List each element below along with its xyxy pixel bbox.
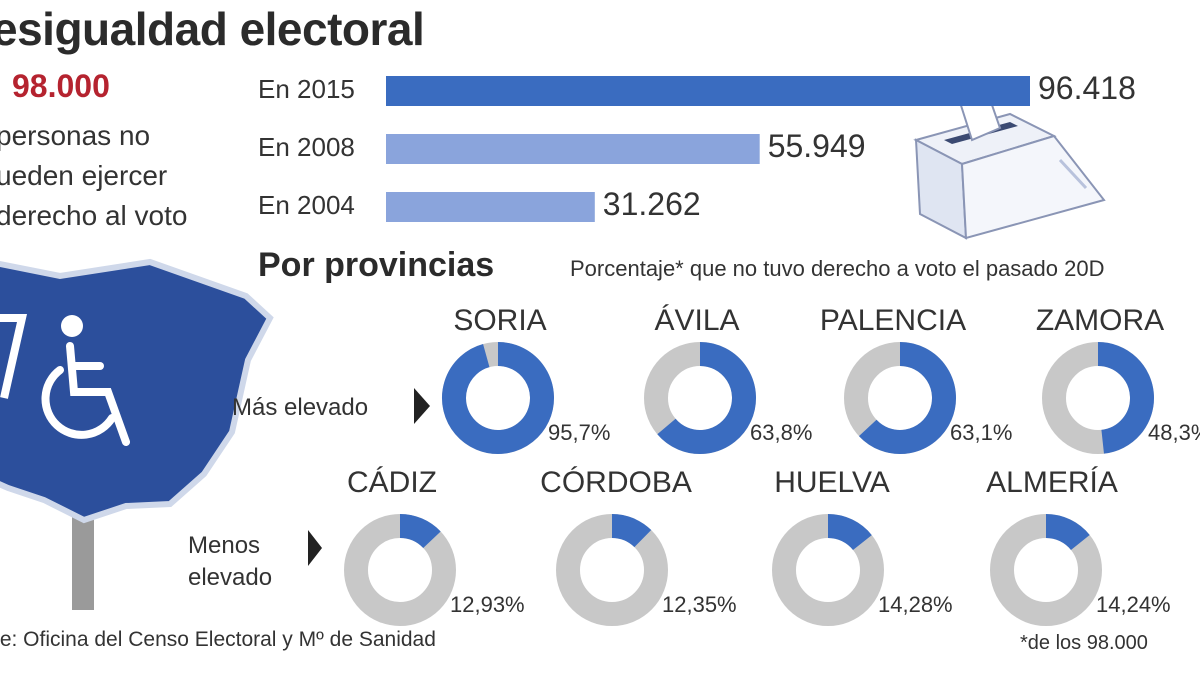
row-label-low: Menos elevado <box>188 530 272 594</box>
row-label-low-line: Menos <box>188 532 261 559</box>
arrow-right-icon <box>414 388 430 424</box>
province-name: SORIA <box>453 304 547 337</box>
province-percentage: 63,8% <box>750 420 813 445</box>
headline-description: personas no ueden ejercer derecho al vot… <box>0 116 187 236</box>
footnote: *de los 98.000 <box>1020 632 1148 654</box>
bar-category-label: En 2015 <box>258 74 355 104</box>
arrow-right-icon <box>308 530 322 566</box>
province-name: CÁDIZ <box>347 466 437 499</box>
wheelchair-icon <box>41 315 130 446</box>
donut-slice-cordoba <box>611 514 652 548</box>
province-percentage: 12,93% <box>450 592 525 617</box>
bar-en-2015 <box>386 76 1030 106</box>
row-label-low-line: elevado <box>188 564 273 591</box>
sign-number <box>0 314 27 399</box>
province-percentage: 63,1% <box>950 420 1013 445</box>
desc-line: derecho al voto <box>0 200 188 231</box>
province-percentage: 12,35% <box>662 592 737 617</box>
source-note: te: Oficina del Censo Electoral y Mº de … <box>0 628 436 651</box>
bar-value-label: 96.418 <box>1038 70 1136 106</box>
donut-track-cordoba <box>556 514 668 626</box>
donut-slice-palencia <box>858 342 956 454</box>
sign-shape <box>0 258 274 524</box>
desc-line: personas no <box>0 120 151 151</box>
bar-en-2004 <box>386 192 595 222</box>
bar-value-label: 31.262 <box>602 186 701 222</box>
row-label-high: Más elevado <box>232 394 369 421</box>
donut-slice-cadiz <box>399 514 441 549</box>
bar-category-label: En 2008 <box>258 132 355 162</box>
donut-slice-almeria <box>1045 514 1090 551</box>
page-title: esigualdad electoral <box>0 3 425 55</box>
province-name: ZAMORA <box>1035 304 1165 337</box>
province-name: HUELVA <box>774 466 890 499</box>
donut-slice-huelva <box>827 514 872 551</box>
donut-slice-avila <box>657 342 756 454</box>
ballot-box-icon <box>913 80 1106 240</box>
section-subtitle: Porcentaje* que no tuvo derecho a voto e… <box>570 256 1105 281</box>
province-percentage: 48,3% <box>1148 420 1200 445</box>
bar-chart <box>386 76 1030 222</box>
province-percentage: 14,24% <box>1096 592 1171 617</box>
headline-number: 98.000 <box>12 68 110 104</box>
province-percentage: 14,28% <box>878 592 953 617</box>
desc-line: ueden ejercer <box>0 160 168 191</box>
province-name: PALENCIA <box>819 304 967 337</box>
province-percentage: 95,7% <box>548 420 611 445</box>
donut-slice-zamora <box>1097 342 1154 454</box>
donut-charts <box>344 342 1154 626</box>
province-name: ÁVILA <box>654 304 740 337</box>
bar-value-label: 55.949 <box>767 128 866 164</box>
province-name: CÓRDOBA <box>540 466 692 499</box>
donut-slice-soria <box>442 342 554 454</box>
province-name: ALMERÍA <box>986 466 1118 499</box>
section-title: Por provincias <box>258 246 495 284</box>
bar-en-2008 <box>386 134 760 164</box>
bar-category-label: En 2004 <box>258 190 355 220</box>
